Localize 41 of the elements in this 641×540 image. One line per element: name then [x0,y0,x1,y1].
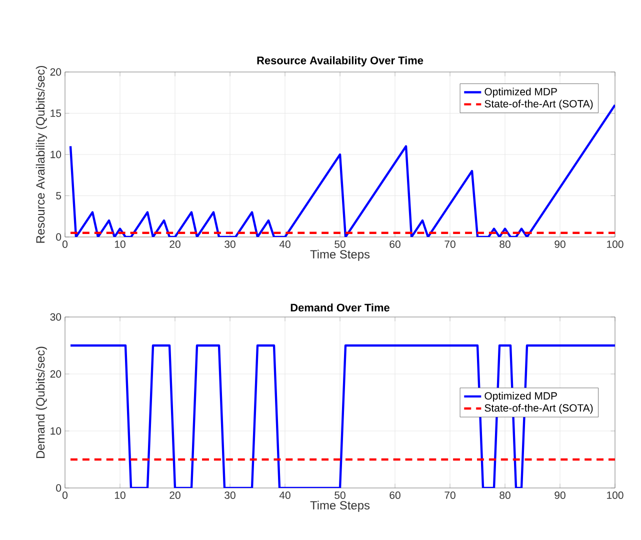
y-axis-title: Resource Availability (Qubits/sec) [36,66,48,243]
y-tick-label: 15 [50,110,62,117]
x-tick-label: 80 [500,240,510,248]
legend-label: Optimized MDP [484,88,557,98]
x-tick-label: 60 [390,240,400,248]
x-tick-label: 40 [279,240,290,248]
y-tick-label: 10 [50,427,62,435]
x-axis-title: Time Steps [310,250,370,261]
x-tick-label: 50 [334,240,346,248]
x-tick-label: 70 [444,240,456,248]
x-tick-label: 90 [554,492,566,499]
x-tick-label: 10 [114,240,126,248]
y-tick-label: 10 [50,150,62,158]
x-tick-label: 70 [444,492,456,499]
x-tick-label: 0 [62,492,68,499]
x-axis-title: Time Steps [310,500,370,512]
x-tick-label: 0 [62,240,68,248]
y-tick-label: 5 [56,192,62,200]
y-tick-label: 20 [50,370,62,378]
chart-title: Resource Availability Over Time [257,56,424,66]
x-tick-label: 100 [607,492,624,499]
y-tick-label: 30 [50,313,62,321]
x-tick-label: 90 [554,240,566,248]
x-tick-label: 20 [170,492,180,499]
x-tick-label: 80 [500,492,510,499]
x-tick-label: 20 [170,240,180,248]
x-tick-label: 100 [607,240,624,248]
y-tick-label: 0 [56,233,62,241]
y-tick-label: 0 [56,484,62,492]
legend-label: State-of-the-Art (SOTA) [484,100,593,110]
x-tick-label: 30 [224,492,236,499]
y-tick-label: 20 [50,68,62,76]
x-tick-label: 30 [224,240,236,248]
y-axis-title: Demand (Qubits/sec) [36,346,48,458]
chart-title: Demand Over Time [290,303,390,312]
x-tick-label: 40 [279,492,290,499]
legend-label: Optimized MDP [484,392,557,402]
x-tick-label: 10 [114,492,126,499]
legend-label: State-of-the-Art (SOTA) [484,404,593,414]
x-tick-label: 60 [390,492,400,499]
x-tick-label: 50 [334,492,346,499]
